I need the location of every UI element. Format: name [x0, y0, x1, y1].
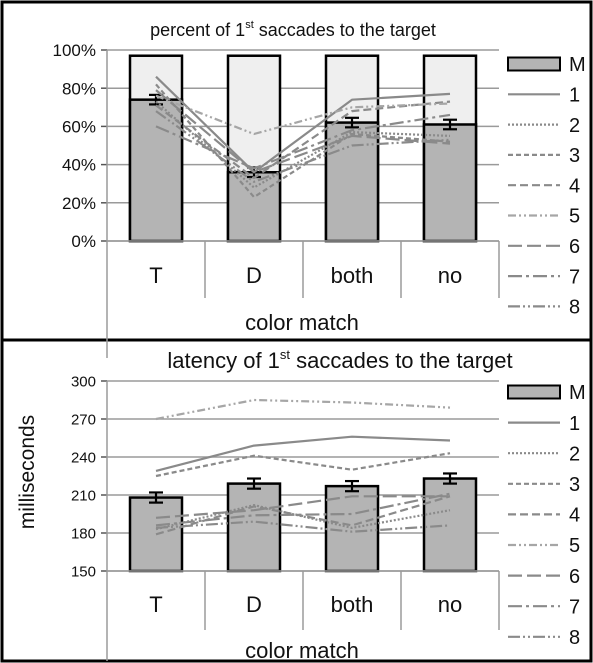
y-tick-label: 40%: [62, 156, 96, 175]
y-ticks: 0% 20% 40% 60% 80% 100%: [53, 41, 108, 251]
series-line-1: [155, 75, 451, 174]
legend-label: 2: [569, 115, 580, 137]
chart-title: percent of 1st saccades to the target: [150, 19, 436, 40]
x-tick-label: both: [331, 592, 374, 617]
series-line-6: [155, 89, 451, 174]
x-tick-label: T: [149, 592, 162, 617]
bar-mean: [324, 121, 380, 243]
y-tick-label: 240: [71, 449, 96, 466]
x-tick-label: no: [438, 263, 462, 288]
error-bar: [149, 491, 163, 504]
series-line-1: [155, 435, 451, 472]
legend-label: 3: [569, 145, 580, 167]
error-bar: [345, 116, 359, 129]
x-axis-label: color match: [245, 310, 359, 335]
legend-label: 2: [569, 443, 580, 465]
legend-label: 6: [569, 566, 580, 588]
y-tick-label: 80%: [62, 79, 96, 98]
error-bar: [247, 477, 261, 490]
bars: [128, 54, 478, 243]
legend-label: 4: [569, 505, 580, 527]
legend-label: M: [569, 382, 586, 404]
error-bar: [443, 118, 457, 131]
category-axis: [106, 570, 500, 661]
title-rest: saccades to the target: [254, 20, 436, 40]
series-line-3: [155, 452, 451, 478]
series-line-5: [155, 94, 451, 136]
legend-label: 3: [569, 474, 580, 496]
series-line-8: [155, 110, 451, 183]
legend-label: 7: [569, 266, 580, 288]
chart-title: latency of 1st saccades to the target: [167, 347, 512, 373]
legend: M 1 2 3 4 5 6 7 8: [507, 54, 586, 319]
error-bar: [443, 472, 457, 485]
series-lines: [155, 398, 451, 536]
y-tick-label: 210: [71, 487, 96, 504]
legend-label: 1: [569, 85, 580, 107]
y-tick-label: 100%: [53, 41, 96, 60]
legend-label: M: [569, 54, 586, 76]
chart-latency: latency of 1st saccades to the target mi…: [16, 347, 586, 663]
legend-swatch-M: [507, 384, 561, 400]
title-rest: saccades to the target: [290, 348, 513, 373]
legend-label: 5: [569, 206, 580, 228]
series-line-4: [155, 495, 451, 536]
bar-mean: [422, 477, 478, 573]
legend-label: 6: [569, 236, 580, 258]
error-bar: [345, 479, 359, 493]
x-tick-label: D: [246, 263, 262, 288]
y-tick-label: 60%: [62, 118, 96, 137]
category-axis: [106, 240, 500, 358]
error-bars: [149, 472, 457, 504]
series-line-8: [155, 520, 451, 533]
series-line-5: [155, 398, 451, 421]
legend-label: 8: [569, 297, 580, 319]
y-axis-label: milliseconds: [16, 415, 39, 529]
legend-label: 4: [569, 175, 580, 197]
title-superscript: st: [280, 347, 291, 362]
legend-label: 5: [569, 535, 580, 557]
series-line-6: [155, 495, 450, 519]
y-tick-label: 270: [71, 411, 96, 428]
series-lines: [155, 75, 451, 199]
y-tick-label: 20%: [62, 194, 96, 213]
x-tick-label: D: [246, 592, 262, 617]
x-tick-label: T: [149, 263, 162, 288]
legend-label: 7: [569, 596, 580, 618]
y-tick-label: 0%: [71, 232, 96, 251]
y-tick-label: 150: [71, 563, 96, 580]
x-tick-label: both: [331, 263, 374, 288]
y-tick-label: 180: [71, 525, 96, 542]
bar-mean: [128, 98, 184, 243]
legend-swatch-M: [507, 56, 561, 72]
title-superscript: st: [245, 19, 254, 31]
bar-mean: [422, 123, 478, 243]
y-ticks: 150 180 210 240 270 300: [71, 373, 108, 580]
y-tick-label: 300: [71, 373, 96, 390]
series-line-2: [155, 100, 451, 189]
title-main: percent of 1: [150, 20, 245, 40]
legend-label: 1: [569, 413, 580, 435]
x-axis-label: color match: [245, 638, 359, 663]
x-tick-label: no: [438, 592, 462, 617]
legend: M 1 2 3 4 5 6 7 8: [507, 382, 586, 649]
legend-label: 8: [569, 627, 580, 649]
title-main: latency of 1: [167, 348, 280, 373]
bar-mean: [226, 482, 282, 573]
chart-percent: percent of 1st saccades to the target 0%…: [53, 19, 586, 358]
